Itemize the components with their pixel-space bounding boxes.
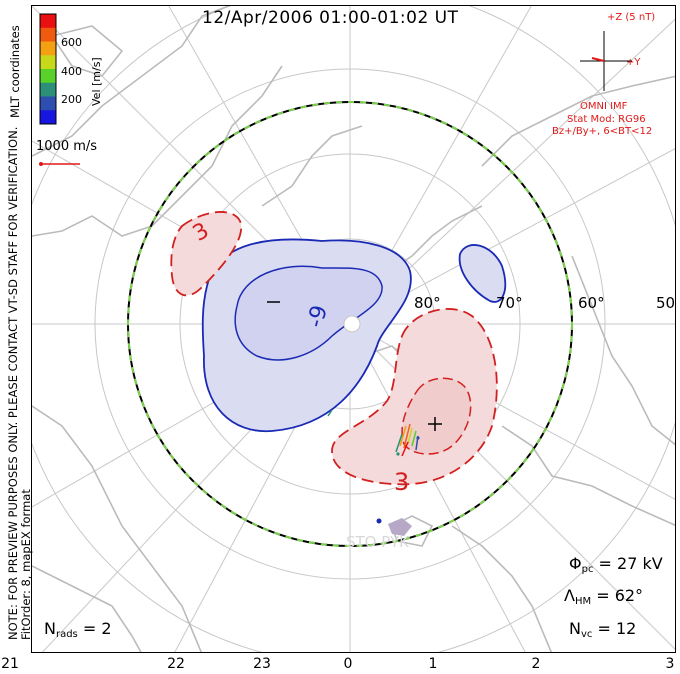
side-note: NOTE: FOR PREVIEW PURPOSES ONLY. PLEASE … bbox=[6, 126, 33, 640]
colorbar-segment bbox=[40, 14, 56, 29]
colorbar-segment bbox=[40, 110, 56, 125]
imf-y-label: +Y bbox=[626, 57, 641, 68]
stat-phi-pc: Φpc = 27 kV bbox=[569, 554, 663, 575]
colorbar-segment bbox=[40, 96, 56, 111]
mlt-hour-3: 3 bbox=[665, 656, 675, 672]
lat-label-60: 60° bbox=[578, 294, 605, 312]
mlt-hour-21: 21 bbox=[1, 656, 19, 672]
imf-z-label: +Z (5 nT) bbox=[607, 12, 656, 23]
lat-label-80: 80° bbox=[414, 294, 441, 312]
imf-vector bbox=[591, 57, 605, 62]
imf-model-line2: Bz+/By+, 6<BT<12 bbox=[552, 126, 653, 137]
stat-lambda-hm: ΛHM = 62° bbox=[564, 586, 644, 607]
station-label: STO PYK bbox=[346, 533, 409, 551]
mlt-hour-0: 0 bbox=[343, 656, 353, 672]
colorbar-tick-400: 400 bbox=[61, 65, 82, 78]
stat-n-vc: Nvc = 12 bbox=[569, 619, 637, 640]
colorbar-segment bbox=[40, 41, 56, 56]
coords-label: MLT coordinates bbox=[8, 25, 22, 118]
colorbar-segment bbox=[40, 69, 56, 84]
mlt-hour-23: 23 bbox=[253, 656, 271, 672]
negative-cell-small bbox=[458, 244, 507, 303]
colorbar-segment bbox=[40, 82, 56, 97]
mlt-hour-2: 2 bbox=[531, 656, 541, 672]
plot-frame: 12/Apr/2006 01:00-01:02 UT 600 400 200 V… bbox=[31, 5, 676, 653]
max-marker bbox=[428, 417, 442, 431]
colorbar bbox=[40, 14, 56, 125]
station-marker bbox=[376, 518, 382, 524]
contour-label-positive: 3 bbox=[394, 468, 410, 496]
pole-marker bbox=[343, 315, 361, 333]
colorbar-label: Vel [m/s] bbox=[90, 57, 103, 106]
colorbar-segment bbox=[40, 55, 56, 70]
polar-map bbox=[32, 6, 675, 652]
mlt-hour-22: 22 bbox=[167, 656, 185, 672]
colorbar-tick-200: 200 bbox=[61, 93, 82, 106]
mlt-hour-1: 1 bbox=[428, 656, 438, 672]
negative-cell-inner bbox=[234, 265, 383, 361]
imf-source: OMNI IMF bbox=[580, 101, 628, 112]
station-fov bbox=[388, 518, 412, 536]
stat-n-rads: Nrads = 2 bbox=[44, 619, 112, 640]
imf-model-line1: Stat Mod: RG96 bbox=[567, 114, 646, 125]
velocity-vectors bbox=[327, 409, 420, 457]
positive-cell-inner bbox=[401, 377, 472, 455]
lat-label-50: 50° bbox=[656, 294, 676, 312]
lat-label-70: 70° bbox=[496, 294, 523, 312]
positive-cell-upper bbox=[170, 211, 243, 297]
colorbar-segment bbox=[40, 27, 56, 42]
plot-title: 12/Apr/2006 01:00-01:02 UT bbox=[202, 8, 459, 28]
colorbar-tick-600: 600 bbox=[61, 36, 82, 49]
coastlines bbox=[32, 6, 675, 652]
reference-vector-label: 1000 m/s bbox=[36, 139, 98, 154]
hm-boundary-dash bbox=[127, 101, 573, 547]
